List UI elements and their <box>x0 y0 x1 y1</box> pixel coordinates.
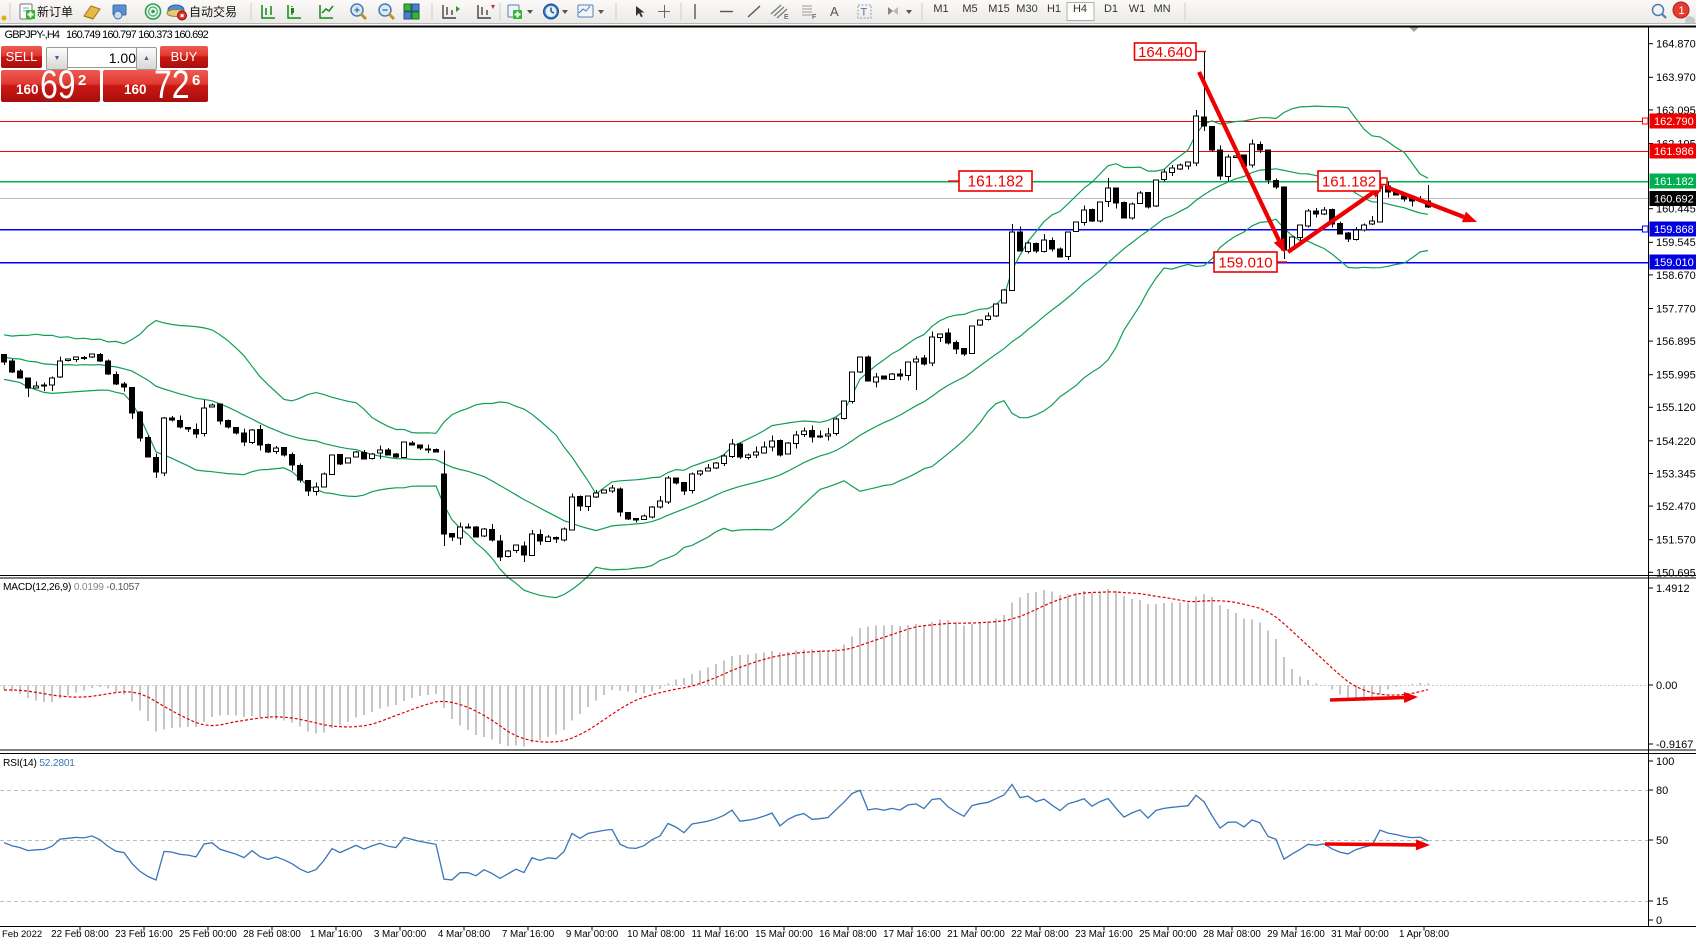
svg-text:100: 100 <box>1656 756 1674 768</box>
svg-text:162.790: 162.790 <box>1654 116 1694 128</box>
svg-text:10 Mar 08:00: 10 Mar 08:00 <box>627 929 685 940</box>
svg-text:A: A <box>830 4 839 19</box>
svg-text:160.692: 160.692 <box>1654 194 1694 206</box>
svg-text:160.445: 160.445 <box>1656 204 1696 216</box>
svg-text:1 Apr 08:00: 1 Apr 08:00 <box>1399 929 1450 940</box>
svg-text:23 Mar 16:00: 23 Mar 16:00 <box>1075 929 1133 940</box>
svg-text:15: 15 <box>1656 896 1668 908</box>
svg-text:154.220: 154.220 <box>1656 436 1696 448</box>
svg-text:22 Feb 08:00: 22 Feb 08:00 <box>51 929 109 940</box>
svg-text:50: 50 <box>1656 835 1668 847</box>
svg-text:22 Mar 08:00: 22 Mar 08:00 <box>1011 929 1069 940</box>
svg-text:15 Mar 00:00: 15 Mar 00:00 <box>755 929 813 940</box>
svg-text:159.545: 159.545 <box>1656 237 1696 249</box>
svg-text:GBPJPY-,H4 160.749 160.797 16: GBPJPY-,H4 160.749 160.797 160.373 160.6… <box>5 29 209 41</box>
svg-text:7 Mar 16:00: 7 Mar 16:00 <box>502 929 555 940</box>
svg-text:1.4912: 1.4912 <box>1656 583 1690 595</box>
svg-text:23 Feb 16:00: 23 Feb 16:00 <box>115 929 173 940</box>
svg-text:3 Mar 00:00: 3 Mar 00:00 <box>374 929 427 940</box>
svg-text:E: E <box>784 14 789 21</box>
svg-text:155.120: 155.120 <box>1656 402 1696 414</box>
svg-text:158.670: 158.670 <box>1656 270 1696 282</box>
svg-text:28 Feb 08:00: 28 Feb 08:00 <box>243 929 301 940</box>
svg-text:155.995: 155.995 <box>1656 370 1696 382</box>
svg-text:164.870: 164.870 <box>1656 39 1696 51</box>
svg-text:1 Mar 16:00: 1 Mar 16:00 <box>310 929 363 940</box>
svg-text:161.986: 161.986 <box>1654 146 1694 158</box>
svg-text:159.868: 159.868 <box>1654 224 1694 236</box>
svg-text:151.570: 151.570 <box>1656 535 1696 547</box>
svg-text:159.010: 159.010 <box>1654 257 1694 269</box>
svg-text:29 Mar 16:00: 29 Mar 16:00 <box>1267 929 1325 940</box>
svg-text:161.182: 161.182 <box>1322 173 1376 190</box>
svg-text:F: F <box>812 14 816 21</box>
svg-text:156.895: 156.895 <box>1656 336 1696 348</box>
svg-text:4 Mar 08:00: 4 Mar 08:00 <box>438 929 491 940</box>
svg-text:164.640: 164.640 <box>1138 44 1192 61</box>
svg-text:1: 1 <box>1679 5 1685 17</box>
svg-text:161.182: 161.182 <box>1654 176 1694 188</box>
svg-text:161.182: 161.182 <box>967 174 1023 191</box>
svg-text:150.695: 150.695 <box>1656 567 1696 579</box>
svg-text:157.770: 157.770 <box>1656 303 1696 315</box>
svg-text:21 Mar 00:00: 21 Mar 00:00 <box>947 929 1005 940</box>
svg-text:0: 0 <box>1656 915 1662 927</box>
svg-text:159.010: 159.010 <box>1218 254 1272 271</box>
svg-text:25 Mar 00:00: 25 Mar 00:00 <box>1139 929 1197 940</box>
svg-text:Feb 2022: Feb 2022 <box>2 929 42 940</box>
svg-text:17 Mar 16:00: 17 Mar 16:00 <box>883 929 941 940</box>
svg-text:RSI(14) 52.2801: RSI(14) 52.2801 <box>3 758 75 769</box>
svg-text:31 Mar 00:00: 31 Mar 00:00 <box>1331 929 1389 940</box>
svg-text:153.345: 153.345 <box>1656 468 1696 480</box>
svg-text:11 Mar 16:00: 11 Mar 16:00 <box>691 929 749 940</box>
svg-text:152.470: 152.470 <box>1656 501 1696 513</box>
svg-text:-0.9167: -0.9167 <box>1656 739 1693 751</box>
svg-text:163.970: 163.970 <box>1656 72 1696 84</box>
svg-text:9 Mar 00:00: 9 Mar 00:00 <box>566 929 619 940</box>
svg-text:T: T <box>861 7 868 19</box>
svg-text:25 Feb 00:00: 25 Feb 00:00 <box>179 929 237 940</box>
svg-text:28 Mar 08:00: 28 Mar 08:00 <box>1203 929 1261 940</box>
svg-text:16 Mar 08:00: 16 Mar 08:00 <box>819 929 877 940</box>
svg-text:0.00: 0.00 <box>1656 680 1677 692</box>
svg-text:MACD(12,26,9) 0.0199 -0.1057: MACD(12,26,9) 0.0199 -0.1057 <box>3 582 140 593</box>
svg-text:80: 80 <box>1656 785 1668 797</box>
